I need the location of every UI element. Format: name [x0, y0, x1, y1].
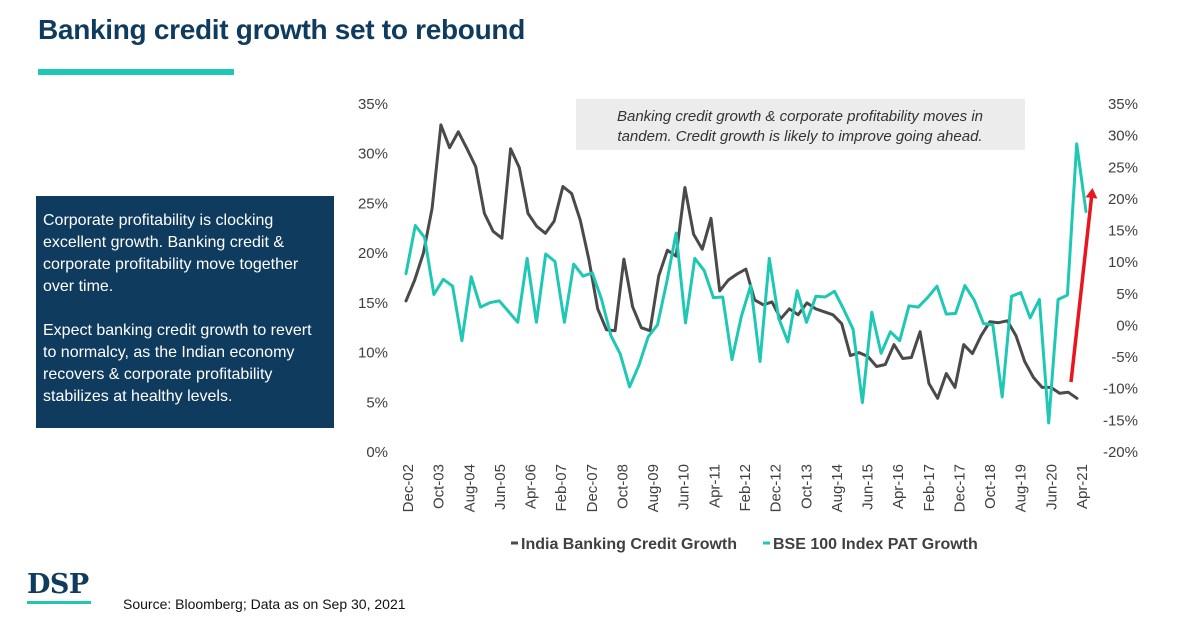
right-axis-tick-label: 10%: [1108, 254, 1138, 271]
x-axis-tick-label: Aug-19: [1013, 464, 1030, 512]
trend-arrow: [1069, 188, 1098, 383]
x-axis-tick-label: Dec-02: [400, 464, 417, 512]
x-axis-tick-label: Oct-03: [431, 464, 448, 509]
right-axis-tick-label: -10%: [1103, 381, 1138, 398]
info-box: Corporate profitability is clocking exce…: [36, 196, 334, 428]
logo-bar: [27, 601, 91, 604]
x-axis-tick-label: Aug-09: [645, 464, 662, 512]
dsp-logo: DSP: [27, 570, 91, 610]
x-axis-tick-label: Jun-10: [676, 464, 693, 510]
legend-label-credit: India Banking Credit Growth: [521, 536, 737, 553]
x-axis-tick-label: Apr-11: [706, 464, 723, 508]
right-axis-tick-label: 0%: [1116, 317, 1138, 334]
x-axis-tick-label: Oct-18: [982, 464, 999, 509]
x-axis-tick-label: Aug-04: [461, 464, 478, 512]
x-axis-tick-label: Apr-21: [1074, 464, 1091, 509]
annotation-line-1: Banking credit growth & corporate profit…: [617, 108, 983, 125]
chart-legend: India Banking Credit Growth BSE 100 Inde…: [511, 536, 978, 553]
left-axis-tick-label: 30%: [358, 146, 388, 163]
x-axis-tick-label: Apr-06: [523, 464, 540, 509]
x-axis-tick-label: Dec-17: [951, 464, 968, 512]
info-paragraph-1: Corporate profitability is clocking exce…: [43, 212, 299, 295]
series-line-pat-growth: [404, 142, 1088, 425]
x-axis-tick-label: Feb-17: [921, 464, 938, 512]
x-axis-tick-label: Jun-05: [492, 464, 509, 510]
left-axis-tick-label: 10%: [358, 345, 388, 362]
right-axis-tick-label: -5%: [1111, 349, 1138, 366]
annotation-line-2: tandem. Credit growth is likely to impro…: [617, 128, 982, 145]
x-axis-tick-label: Feb-12: [737, 464, 754, 512]
x-axis-tick-label: Aug-14: [829, 464, 846, 512]
source-note: Source: Bloomberg; Data as on Sep 30, 20…: [123, 596, 406, 612]
left-axis-tick-label: 20%: [358, 245, 388, 262]
x-axis-tick-label: Jun-15: [860, 464, 877, 510]
left-axis-tick-label: 0%: [366, 444, 388, 461]
series-line-banking-credit: [404, 123, 1079, 400]
legend-label-pat: BSE 100 Index PAT Growth: [773, 536, 978, 553]
left-axis-tick-label: 15%: [358, 295, 388, 312]
x-axis-tick-label: Dec-07: [584, 464, 601, 512]
right-axis-tick-label: 15%: [1108, 223, 1138, 240]
x-axis-tick-label: Oct-08: [614, 464, 631, 509]
x-axis-tick-label: Jun-20: [1043, 464, 1060, 510]
info-paragraph-2: Expect banking credit growth to revert t…: [43, 322, 312, 405]
x-axis-tick-label: Dec-12: [768, 464, 785, 512]
right-axis-tick-label: 5%: [1116, 286, 1138, 303]
x-axis-tick-label: Oct-13: [798, 464, 815, 509]
left-axis-tick-label: 25%: [358, 195, 388, 212]
right-axis-tick-label: -20%: [1103, 444, 1138, 461]
title-underline: [38, 69, 234, 75]
chart-annotation: Banking credit growth & corporate profit…: [576, 99, 1025, 150]
left-axis-tick-label: 5%: [366, 394, 388, 411]
page-title: Banking credit growth set to rebound: [38, 14, 525, 45]
x-axis-tick-label: Apr-16: [890, 464, 907, 509]
annotation-background: [576, 99, 1025, 150]
right-axis-tick-label: 25%: [1108, 159, 1138, 176]
right-axis-tick-label: -15%: [1103, 412, 1138, 429]
logo-text: DSP: [27, 569, 89, 600]
right-axis-tick-label: 20%: [1108, 191, 1138, 208]
right-axis-tick-label: 35%: [1108, 96, 1138, 113]
x-axis-tick-label: Feb-07: [553, 464, 570, 512]
right-axis-tick-label: 30%: [1108, 128, 1138, 145]
left-axis-tick-label: 35%: [358, 96, 388, 113]
